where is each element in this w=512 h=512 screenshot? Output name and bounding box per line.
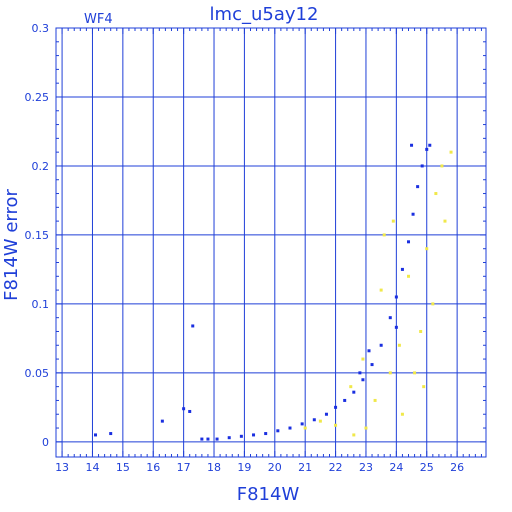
x-tick-label: 23: [359, 461, 373, 474]
x-tick-label: 24: [389, 461, 403, 474]
yellow-data-point: [407, 274, 411, 278]
blue-data-point: [358, 371, 362, 375]
y-tick-label: 0.1: [32, 298, 50, 311]
yellow-data-point: [440, 164, 444, 168]
tick-labels: 13 14 15 16 17 18 19 20 21 22 23 24 25 26 0 0.05 0.1 0.15…: [25, 22, 465, 474]
x-tick-label: 17: [177, 461, 191, 474]
yellow-data-point: [413, 371, 417, 375]
yellow-data-point: [431, 302, 435, 306]
chart-title: lmc_u5ay12: [210, 4, 319, 25]
yellow-data-point: [388, 371, 392, 375]
blue-data-point: [312, 418, 316, 422]
yellow-data-point: [391, 219, 395, 223]
y-tick-label: 0.25: [25, 91, 50, 104]
blue-data-point: [407, 240, 411, 244]
x-tick-label: 13: [55, 461, 69, 474]
blue-data-point: [324, 412, 328, 416]
x-tick-label: 19: [237, 461, 251, 474]
blue-data-point: [410, 143, 414, 147]
yellow-data-point: [334, 423, 338, 427]
x-tick-label: 14: [85, 461, 99, 474]
x-tick-label: 22: [329, 461, 343, 474]
y-tick-label: 0.2: [32, 160, 50, 173]
yellow-data-point: [379, 288, 383, 292]
x-tick-label: 18: [207, 461, 221, 474]
yellow-data-point: [425, 247, 429, 251]
plot-frame: [55, 27, 487, 458]
y-tick-label: 0: [42, 436, 49, 449]
blue-data-point: [239, 434, 243, 438]
blue-data-point: [206, 437, 210, 441]
blue-data-point: [416, 185, 420, 189]
blue-data-point: [200, 437, 204, 441]
blue-data-point: [334, 405, 338, 409]
blue-data-point: [288, 426, 292, 430]
blue-data-point: [352, 390, 356, 394]
x-tick-label: 16: [146, 461, 160, 474]
blue-data-point: [388, 316, 392, 320]
yellow-data-point: [318, 419, 322, 423]
blue-data-point: [182, 407, 186, 411]
blue-data-point: [160, 419, 164, 423]
blue-data-point: [109, 432, 113, 436]
x-tick-label: 20: [268, 461, 282, 474]
yellow-data-point: [364, 426, 368, 430]
x-tick-label: 21: [298, 461, 312, 474]
blue-data-point: [215, 437, 219, 441]
blue-data-point: [411, 212, 415, 216]
y-tick-label: 0.15: [25, 229, 50, 242]
blue-data-point: [361, 378, 365, 382]
blue-data-point: [264, 432, 268, 436]
yellow-data-point: [382, 233, 386, 237]
blue-data-point: [400, 267, 404, 271]
blue-data-point: [343, 398, 347, 402]
yellow-data-point: [352, 433, 356, 437]
yellow-series: [303, 150, 453, 437]
yellow-data-point: [443, 219, 447, 223]
yellow-data-point: [434, 192, 438, 196]
yellow-data-point: [419, 329, 423, 333]
grid: [56, 27, 486, 457]
blue-data-point: [394, 325, 398, 329]
x-tick-label: 15: [116, 461, 130, 474]
blue-data-point: [94, 433, 98, 437]
blue-data-point: [428, 143, 432, 147]
yellow-data-point: [303, 426, 307, 430]
y-tick-label: 0.05: [25, 367, 50, 380]
yellow-data-point: [397, 343, 401, 347]
yellow-data-point: [400, 412, 404, 416]
blue-data-point: [191, 324, 195, 328]
blue-data-point: [252, 433, 256, 437]
blue-data-point: [370, 363, 374, 367]
blue-data-point: [379, 343, 383, 347]
yellow-data-point: [361, 357, 365, 361]
y-tick-label: 0.3: [32, 22, 50, 35]
yellow-data-point: [422, 385, 426, 389]
blue-data-point: [300, 422, 304, 426]
y-axis-title: F814W error: [1, 189, 22, 301]
blue-data-point: [425, 147, 429, 151]
blue-data-point: [276, 429, 280, 433]
x-tick-label: 26: [450, 461, 464, 474]
blue-series: [94, 143, 432, 441]
blue-data-point: [420, 164, 424, 168]
yellow-data-point: [349, 385, 353, 389]
x-axis-title: F814W: [237, 484, 300, 505]
blue-data-point: [227, 436, 231, 440]
blue-data-point: [367, 349, 371, 353]
yellow-data-point: [449, 150, 453, 154]
blue-data-point: [394, 295, 398, 299]
blue-data-point: [188, 409, 192, 413]
x-tick-label: 25: [420, 461, 434, 474]
corner-label: WF4: [84, 12, 113, 27]
yellow-data-point: [373, 398, 377, 402]
axis-ticks: [56, 27, 486, 457]
